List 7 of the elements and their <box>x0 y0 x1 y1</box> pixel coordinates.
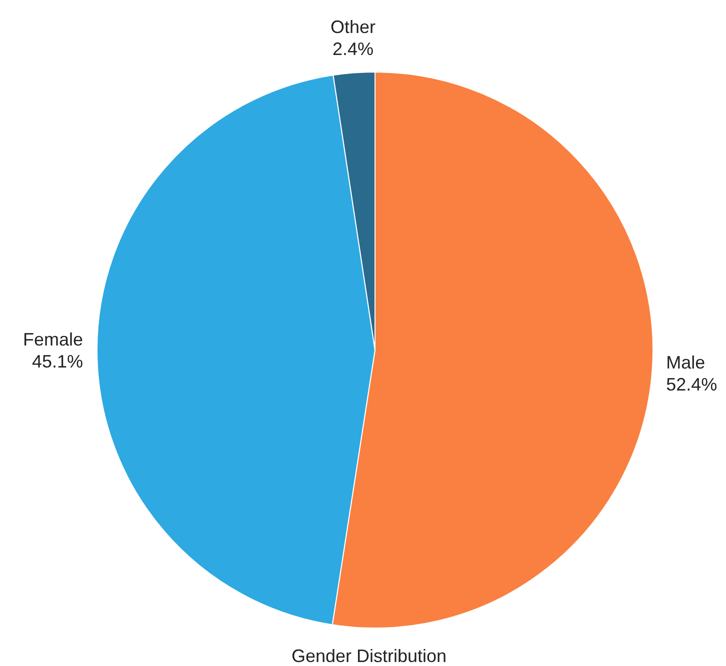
data-label: 52.4% <box>666 374 718 394</box>
slice-label: Other <box>330 16 376 37</box>
slice-label: Female <box>22 330 83 350</box>
slice-label: Male <box>666 352 706 372</box>
text: Gender Distribution <box>291 646 447 666</box>
data-label: 45.1% <box>32 352 83 372</box>
data-label: 2.4% <box>332 38 374 59</box>
